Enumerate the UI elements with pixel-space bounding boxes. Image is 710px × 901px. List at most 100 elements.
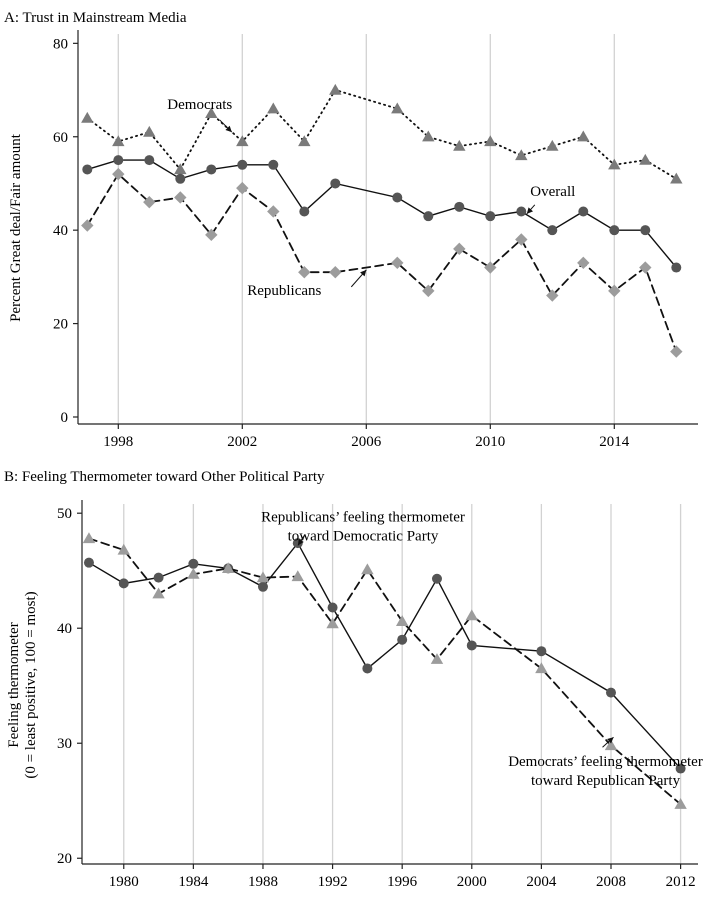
panel-b-ytick-30: 30 [57,736,72,752]
series-democrats-point-2004 [298,135,311,147]
annotation-overall: Overall [530,184,575,200]
series-democrats-point-2015 [639,153,652,165]
series-overall [82,155,682,273]
series-democrats-point-1999 [143,125,156,137]
series-republicans_toward_dem-point-2004 [536,646,547,657]
series-overall-point-2013 [578,206,589,217]
panel-a-ytick-60: 60 [53,130,68,146]
series-republicans-point-1999 [143,195,156,209]
annotation-republicans: Republicans [247,283,321,299]
annotation-republicans-line: Republicans [247,283,321,299]
series-democrats-point-2002 [236,135,249,147]
series-democrats-point-2016 [670,172,683,184]
series-democrats-point-2001 [205,107,218,119]
series-overall-point-1999 [144,155,155,166]
panel-a-xtick-2014: 2014 [599,434,630,450]
series-republicans-point-2005 [329,266,342,279]
series-republicans-point-2007 [391,256,404,270]
series-overall-line [86,159,677,269]
series-overall-point-2005 [330,178,341,189]
panel-a-xtick-2006: 2006 [351,434,382,450]
panel-a: A: Trust in Mainstream Media 0 20 40 60 80 19… [4,10,698,450]
series-republicans_toward_dem [83,538,686,774]
series-overall-point-2012 [547,225,558,236]
series-republicans-point-1997 [81,219,94,232]
series-republicans-point-2010 [484,261,497,274]
series-overall-point-2002 [237,159,248,170]
annotation-republicans_toward_dem-line: toward Democratic Party [288,528,439,544]
annotation-democrats_toward_rep-line: Democrats’ feeling thermometer [508,754,703,770]
series-democrats_toward_rep-point-1996 [395,615,409,626]
series-republicans_toward_dem-point-2000 [466,640,477,651]
series-republicans_toward_dem-point-1998 [431,573,442,584]
panel-b-y-axis-label: Feeling thermometer(0 = least positive, … [6,591,39,778]
series-democrats [81,83,683,184]
series-republicans-point-2013 [577,256,590,270]
series-overall-point-2003 [268,159,279,170]
series-democrats_toward_rep-point-1990 [291,570,304,582]
panel-b: B: Feeling Thermometer toward Other Poli… [4,469,703,890]
series-overall-point-1997 [82,164,93,175]
series-democrats_toward_rep-point-1992 [326,617,339,629]
series-democrats_toward_rep-line [88,537,682,806]
series-republicans-point-2009 [453,242,466,256]
series-overall-point-2016 [671,262,682,273]
annotation-democrats_toward_rep-arrowhead [607,737,614,744]
series-overall-point-2001 [206,164,217,175]
annotation-democrats_toward_rep: Democrats’ feeling thermometer toward Rep… [508,754,703,789]
panel-b-y-axis-label-line: Feeling thermometer [6,622,22,747]
panel-a-y-axis-label: Percent Great deal/Fair amount [8,133,24,322]
panel-b-xtick-1984: 1984 [178,874,209,890]
series-democrats_toward_rep-point-1998 [430,653,444,664]
series-democrats_toward_rep-point-1986 [221,562,235,574]
series-overall-point-2010 [485,211,496,222]
panel-b-xtick-2004: 2004 [526,874,557,890]
panel-b-xtick-1992: 1992 [318,874,348,890]
annotation-republicans_toward_dem-arrowhead [297,538,304,546]
annotation-overall-arrowhead [526,207,534,214]
panel-b-ytick-50: 50 [57,506,72,522]
panel-a-ytick-80: 80 [53,36,68,52]
series-democrats_toward_rep-point-1982 [152,587,165,599]
panel-b-y-axis-label-line: (0 = least positive, 100 = most) [23,591,39,778]
series-republicans_toward_dem-point-1980 [118,578,129,589]
series-republicans_toward_dem-line [88,541,682,770]
series-republicans-point-2000 [174,191,187,204]
series-republicans-point-2003 [267,205,280,218]
series-democrats_toward_rep-point-1978 [82,532,96,544]
panel-a-y-axis-label-line: Percent Great deal/Fair amount [8,133,24,322]
annotation-overall-line: Overall [530,184,575,200]
series-republicans_toward_dem-point-1994 [362,663,373,674]
series-democrats-point-2014 [608,158,621,170]
series-democrats_toward_rep-point-2000 [465,609,478,621]
series-republicans-point-2004 [298,266,311,279]
panel-a-ytick-0: 0 [61,410,69,426]
series-democrats_toward_rep-point-2004 [535,662,548,674]
series-democrats-point-2005 [329,83,342,95]
series-republicans-point-2014 [608,284,621,298]
panel-b-xtick-1980: 1980 [109,874,139,890]
series-democrats_toward_rep-point-1994 [361,563,374,575]
series-overall-point-1998 [113,155,124,166]
series-overall-point-2007 [392,192,403,203]
series-overall-point-2009 [454,201,465,212]
series-democrats_toward_rep-point-1988 [256,571,270,583]
series-overall-point-2004 [299,206,310,217]
series-democrats-point-1998 [112,135,125,147]
series-democrats_toward_rep-point-2008 [604,739,618,751]
series-republicans-point-1998 [112,167,125,181]
series-overall-point-2000 [175,173,186,184]
panel-b-xtick-1996: 1996 [387,874,418,890]
series-democrats-point-2013 [577,130,590,142]
series-democrats_toward_rep [82,532,687,809]
panel-b-ytick-20: 20 [57,851,72,867]
series-republicans_toward_dem-point-1988 [257,581,268,592]
series-republicans_toward_dem-point-1984 [188,558,199,569]
series-republicans [81,167,683,358]
panel-a-xtick-1998: 1998 [103,434,133,450]
series-democrats-point-1997 [81,111,94,123]
series-democrats-point-2011 [515,149,528,161]
series-democrats_toward_rep-point-1984 [187,567,200,579]
panel-a-ytick-20: 20 [53,317,68,333]
